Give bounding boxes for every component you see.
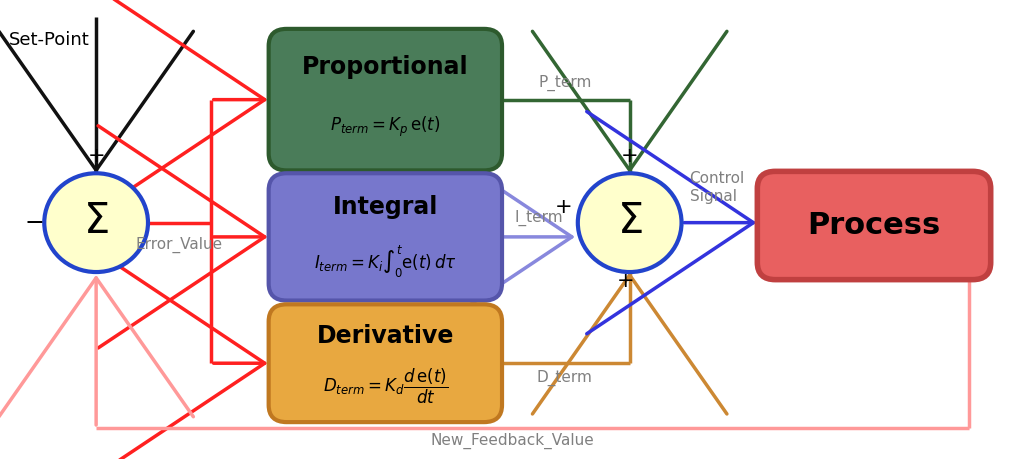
Text: −: − <box>25 211 44 235</box>
Text: Set-Point: Set-Point <box>9 31 90 49</box>
Text: Derivative: Derivative <box>316 324 454 348</box>
Text: D_term: D_term <box>537 370 593 386</box>
Text: +: + <box>621 146 639 166</box>
Text: I_term: I_term <box>515 210 563 226</box>
FancyBboxPatch shape <box>268 29 502 170</box>
Text: Error_Value: Error_Value <box>136 237 223 253</box>
FancyBboxPatch shape <box>268 304 502 422</box>
FancyBboxPatch shape <box>758 171 990 280</box>
Text: $\Sigma$: $\Sigma$ <box>616 200 642 242</box>
Text: $\Sigma$: $\Sigma$ <box>83 200 109 242</box>
Text: +: + <box>555 197 572 217</box>
Text: P_term: P_term <box>539 74 592 90</box>
Text: $D_{term}=K_d\dfrac{d\,\mathrm{e}(t)}{dt}$: $D_{term}=K_d\dfrac{d\,\mathrm{e}(t)}{dt… <box>323 366 449 406</box>
FancyBboxPatch shape <box>268 173 502 301</box>
Circle shape <box>578 173 682 272</box>
Text: Control
Signal: Control Signal <box>689 171 744 204</box>
Circle shape <box>44 173 148 272</box>
Text: $I_{term}=K_i\int_0^t \mathrm{e}(t)\,d\tau$: $I_{term}=K_i\int_0^t \mathrm{e}(t)\,d\t… <box>314 244 457 280</box>
Text: New_Feedback_Value: New_Feedback_Value <box>430 432 594 449</box>
Text: +: + <box>616 271 635 291</box>
Text: Proportional: Proportional <box>302 55 469 78</box>
Text: Process: Process <box>807 211 941 240</box>
Text: $P_{term}=K_p\,\mathrm{e}(t)$: $P_{term}=K_p\,\mathrm{e}(t)$ <box>330 115 440 139</box>
Text: Integral: Integral <box>333 195 438 219</box>
Text: +: + <box>87 146 104 166</box>
